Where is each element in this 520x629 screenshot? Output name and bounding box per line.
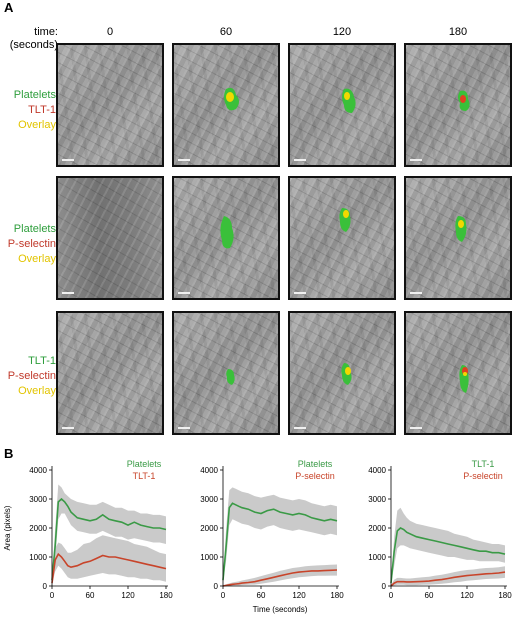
micrograph-r2-t180 <box>404 176 512 300</box>
row3-label-overlay: Overlay <box>18 385 56 397</box>
chart1-series-1-line <box>51 552 167 584</box>
chart3-series-0-line <box>390 527 506 584</box>
micrograph-r3-t120 <box>288 311 396 435</box>
row3-label-tlt1: TLT-1 <box>28 355 56 367</box>
chart2-legend-1: P-selectin <box>295 471 335 481</box>
panel-b-letter: B <box>4 446 14 461</box>
row3-labels: TLT-1 P-selectin Overlay <box>0 354 56 399</box>
charts-panel-b: 0 1000 2000 3000 4000 0 60 120 180 Platelets TLT-1… <box>3 459 512 614</box>
chart2-xtick-label-3: 180 <box>330 591 344 600</box>
row2-label-overlay: Overlay <box>18 253 56 265</box>
row3-label-pselectin: P-selectin <box>7 370 56 382</box>
chart2-ytick-label-3: 3000 <box>200 495 218 504</box>
chart2-legend-0: Platelets <box>298 459 333 469</box>
chart3-band-0 <box>391 507 505 585</box>
chart1-ytick-label-0: 0 <box>43 582 48 591</box>
panel-a-letter: A <box>4 0 14 15</box>
time-title-line1: time: <box>34 26 58 38</box>
chart3-xtick-label-3: 180 <box>498 591 512 600</box>
chart3-ytick-label-1: 1000 <box>368 553 386 562</box>
chart2-xlabel: Time (seconds) <box>253 605 308 614</box>
chart3-xtick-label-0: 0 <box>389 591 394 600</box>
chart3-ytick-label-3: 3000 <box>368 495 386 504</box>
micrograph-r3-t180 <box>404 311 512 435</box>
chart1-ytick-label-4: 4000 <box>29 466 47 475</box>
chart1-band-0 <box>52 484 166 584</box>
chart3-xtick-label-1: 60 <box>425 591 434 600</box>
chart3-legend-0: TLT-1 <box>472 459 495 469</box>
chart3-ytick-label-2: 2000 <box>368 524 386 533</box>
chart2-xtick-label-0: 0 <box>221 591 226 600</box>
micrograph-r1-t180 <box>404 43 512 167</box>
chart2-series-0-line <box>222 502 338 581</box>
time-title-line2: (seconds) <box>9 39 58 51</box>
time-point-0: 0 <box>106 26 114 38</box>
chart2-xtick-label-2: 120 <box>292 591 306 600</box>
chart1-band-1 <box>52 535 166 585</box>
chart1-legend-0: Platelets <box>127 459 162 469</box>
chart1-series-0-line <box>51 497 167 581</box>
time-point-180: 180 <box>448 26 468 38</box>
chart1-xtick-label-1: 60 <box>86 591 95 600</box>
row1-label-tlt1: TLT-1 <box>28 104 56 116</box>
chart2-xtick-label-1: 60 <box>257 591 266 600</box>
chart2-ytick-label-2: 2000 <box>200 524 218 533</box>
micrograph-r1-t0 <box>56 43 164 167</box>
chart1-xtick-label-3: 180 <box>159 591 173 600</box>
chart3-band-1 <box>391 566 505 586</box>
row2-label-pselectin: P-selectin <box>7 238 56 250</box>
row1-label-overlay: Overlay <box>18 119 56 131</box>
time-point-60: 60 <box>219 26 233 38</box>
chart1-ytick-label-2: 2000 <box>29 524 47 533</box>
micrograph-r1-t120 <box>288 43 396 167</box>
chart2-ytick-label-4: 4000 <box>200 466 218 475</box>
micrograph-r2-t120 <box>288 176 396 300</box>
row2-labels: Platelets P-selectin Overlay <box>0 222 56 267</box>
chart1-xtick-label-0: 0 <box>50 591 55 600</box>
time-point-120: 120 <box>332 26 352 38</box>
row1-labels: Platelets TLT-1 Overlay <box>0 88 56 133</box>
chart3-ytick-label-0: 0 <box>382 582 387 591</box>
chart2-ytick-label-0: 0 <box>214 582 219 591</box>
chart1-legend-1: TLT-1 <box>133 471 156 481</box>
chart2-series-1-line <box>222 569 338 587</box>
row1-label-platelets: Platelets <box>13 89 56 101</box>
chart3-xtick-label-2: 120 <box>460 591 474 600</box>
micrograph-r2-t0 <box>56 176 164 300</box>
chart3-series-1-line <box>390 571 506 587</box>
chart3-ytick-label-4: 4000 <box>368 466 386 475</box>
chart3-legend-1: P-selectin <box>463 471 503 481</box>
micrograph-r2-t60 <box>172 176 280 300</box>
time-axis-title: time: (seconds) <box>0 26 58 52</box>
row2-label-platelets: Platelets <box>13 223 56 235</box>
chart1-ytick-label-1: 1000 <box>29 553 47 562</box>
chart2-ytick-label-1: 1000 <box>200 553 218 562</box>
micrograph-r3-t60 <box>172 311 280 435</box>
chart1-ytick-label-3: 3000 <box>29 495 47 504</box>
chart1-xtick-label-2: 120 <box>121 591 135 600</box>
chart1-ylabel: Area (pixels) <box>3 505 12 550</box>
micrograph-r1-t60 <box>172 43 280 167</box>
micrograph-r3-t0 <box>56 311 164 435</box>
